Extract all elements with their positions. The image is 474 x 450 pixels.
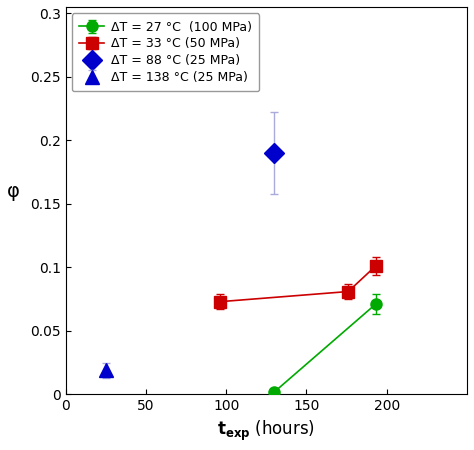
Y-axis label: φ: φ xyxy=(7,182,20,201)
Legend: ΔT = 27 °C  (100 MPa), ΔT = 33 °C (50 MPa), ΔT = 88 °C (25 MPa), ΔT = 138 °C (25: ΔT = 27 °C (100 MPa), ΔT = 33 °C (50 MPa… xyxy=(72,13,259,91)
X-axis label: $\mathbf{t}_{\mathbf{exp}}$ (hours): $\mathbf{t}_{\mathbf{exp}}$ (hours) xyxy=(218,419,315,443)
